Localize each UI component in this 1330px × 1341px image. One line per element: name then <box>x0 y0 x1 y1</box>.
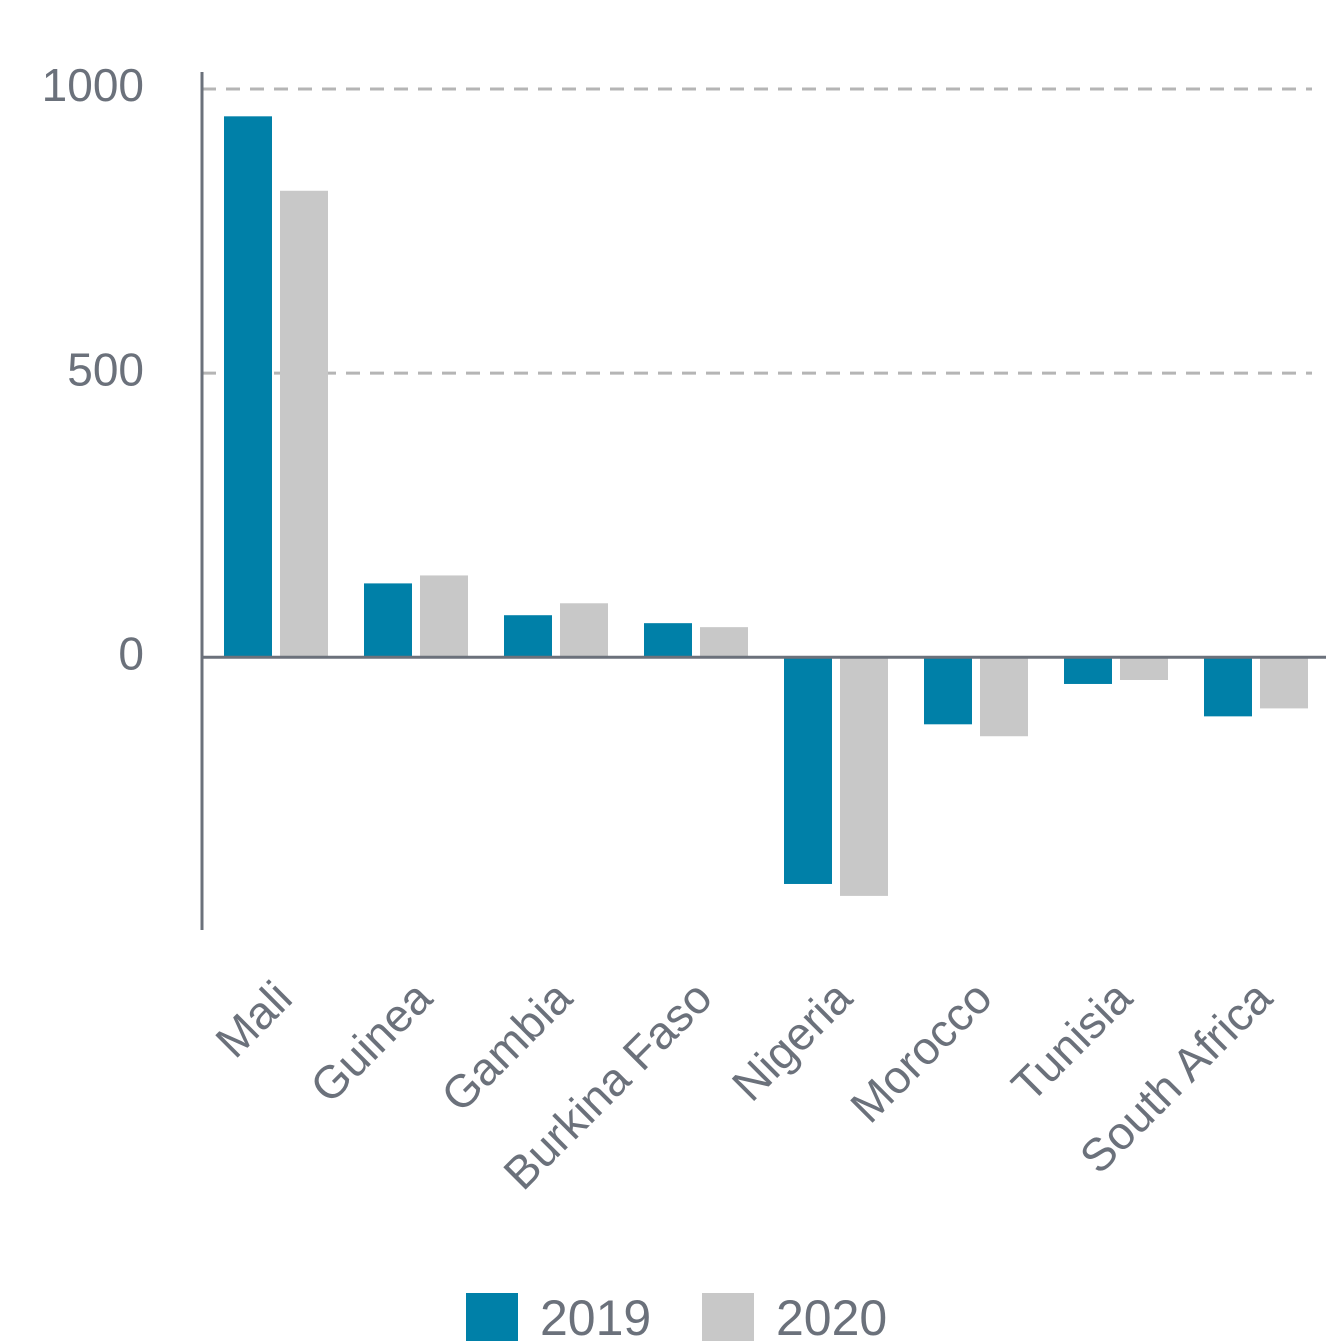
y-tick-label: 1000 <box>42 59 144 111</box>
bar <box>840 657 888 896</box>
bar <box>504 615 552 658</box>
bar <box>224 116 272 658</box>
bar <box>560 603 608 658</box>
legend-label: 2019 <box>540 1290 651 1341</box>
bar <box>1204 657 1252 717</box>
bar <box>1064 657 1112 684</box>
x-tick-label: Morocco <box>840 971 1001 1132</box>
bar <box>1260 657 1308 709</box>
bar <box>924 657 972 725</box>
bar <box>644 623 692 658</box>
y-tick-label: 0 <box>118 627 144 679</box>
x-tick-label: Mali <box>205 971 301 1067</box>
bar <box>420 575 468 658</box>
bar <box>1120 657 1168 680</box>
bar <box>364 583 412 658</box>
bar <box>980 657 1028 737</box>
x-tick-label: Nigeria <box>722 971 862 1111</box>
legend-swatch <box>702 1293 754 1341</box>
x-tick-label: Guinea <box>300 971 442 1113</box>
bar <box>700 627 748 658</box>
x-tick-label: Tunisia <box>1001 971 1142 1112</box>
y-tick-label: 500 <box>67 343 144 395</box>
bar <box>784 657 832 884</box>
legend-swatch <box>466 1293 518 1341</box>
bar <box>280 190 328 658</box>
legend-label: 2020 <box>776 1290 887 1341</box>
